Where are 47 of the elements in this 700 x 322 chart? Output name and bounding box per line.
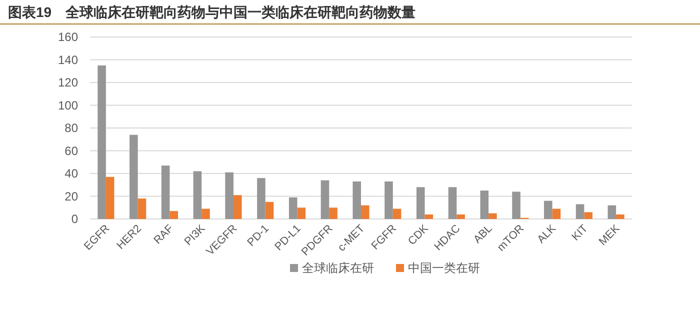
bar — [384, 181, 393, 219]
y-tick-label: 120 — [58, 76, 78, 90]
bar — [265, 202, 274, 219]
y-tick-label: 60 — [64, 144, 78, 158]
bar — [576, 204, 584, 219]
bar — [488, 213, 497, 219]
bar — [584, 212, 592, 219]
bar — [320, 180, 330, 219]
bar — [257, 178, 266, 219]
bar — [361, 205, 370, 219]
bar — [448, 187, 457, 219]
x-tick-label: KIT — [570, 222, 590, 244]
y-tick-label: 0 — [71, 212, 78, 226]
bar — [233, 195, 242, 219]
bar — [424, 214, 434, 219]
bar — [138, 198, 146, 219]
y-tick-label: 160 — [58, 30, 78, 44]
bar — [288, 197, 298, 219]
bar — [202, 208, 210, 219]
y-tick-label: 80 — [64, 121, 78, 135]
bar — [297, 208, 306, 219]
bar — [225, 172, 234, 219]
bar — [552, 208, 561, 219]
y-tick-label: 140 — [58, 52, 78, 67]
bar — [608, 205, 616, 219]
legend-label: 全球临床在研 — [302, 261, 374, 275]
bar — [480, 190, 489, 219]
bar — [456, 214, 465, 219]
chart-title: 图表19 全球临床在研靶向药物与中国一类临床在研靶向药物数量 — [8, 4, 416, 20]
bar — [329, 208, 338, 219]
bar — [193, 171, 202, 219]
y-tick-label: 40 — [64, 166, 78, 180]
bar — [170, 211, 178, 219]
bar — [392, 208, 402, 219]
bar — [106, 176, 114, 219]
x-tick-label: ABL — [471, 222, 495, 246]
bar — [616, 214, 624, 219]
bar — [352, 181, 361, 219]
bar — [130, 134, 138, 219]
bar — [161, 166, 170, 219]
bar — [98, 65, 106, 219]
bar — [416, 187, 425, 219]
bar — [544, 200, 552, 219]
legend-label: 中国一类在研 — [408, 261, 480, 275]
bar — [512, 192, 520, 219]
y-tick-label: 100 — [58, 98, 78, 112]
y-tick-label: 20 — [64, 189, 78, 204]
